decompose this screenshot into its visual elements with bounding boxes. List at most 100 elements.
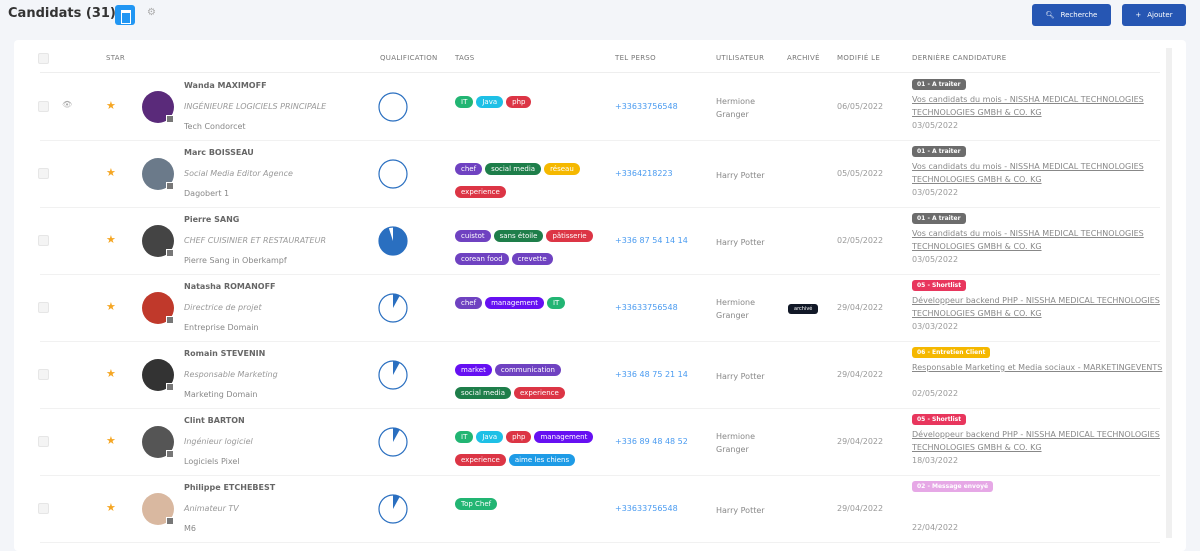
table-row[interactable]: 👁︎ ★ Wanda MAXIMOFF INGÉNIEURE LOGICIELS PR… bbox=[0, 74, 1200, 141]
table-row[interactable]: ★ Marc BOISSEAU Social Media Editor Agence… bbox=[0, 141, 1200, 208]
col-archive[interactable]: ARCHIVÉ bbox=[787, 54, 820, 62]
tag-badge[interactable]: IT bbox=[455, 96, 474, 108]
tag-badge[interactable]: php bbox=[506, 431, 532, 443]
tag-badge[interactable]: IT bbox=[455, 431, 474, 443]
table-row[interactable]: ★ Natasha ROMANOFF Directrice de projet Ent… bbox=[0, 275, 1200, 342]
tag-badge[interactable]: market bbox=[455, 364, 492, 376]
tag-badge[interactable]: sans étoile bbox=[493, 230, 544, 242]
application-link[interactable]: Développeur backend PHP - NISSHA MEDICAL… bbox=[912, 296, 1160, 318]
tag-badge[interactable]: chef bbox=[455, 163, 483, 175]
tag-badge[interactable]: experience bbox=[455, 186, 506, 198]
candidate-name[interactable]: Wanda MAXIMOFF bbox=[184, 81, 267, 90]
phone-link[interactable]: +33633756548 bbox=[615, 102, 678, 111]
application-link[interactable]: Vos candidats du mois - NISSHA MEDICAL T… bbox=[912, 229, 1144, 251]
star-icon[interactable]: ★ bbox=[106, 99, 116, 112]
col-tel[interactable]: TEL PERSO bbox=[615, 54, 656, 62]
tag-badge[interactable]: experience bbox=[455, 454, 506, 466]
linkedin-icon[interactable] bbox=[166, 316, 174, 324]
application-link[interactable]: Développeur backend PHP - NISSHA MEDICAL… bbox=[912, 430, 1160, 452]
linkedin-icon[interactable] bbox=[166, 450, 174, 458]
tag-badge[interactable]: management bbox=[485, 297, 544, 309]
phone-link[interactable]: +336 89 48 48 52 bbox=[615, 437, 688, 446]
col-last-application[interactable]: DERNIÈRE CANDIDATURE bbox=[912, 54, 1007, 62]
phone-link[interactable]: +3364218223 bbox=[615, 169, 673, 178]
row-checkbox[interactable] bbox=[38, 168, 49, 179]
application-link[interactable]: Responsable Marketing et Media sociaux -… bbox=[912, 363, 1163, 372]
tag-badge[interactable]: experience bbox=[514, 387, 565, 399]
phone-link[interactable]: +33633756548 bbox=[615, 303, 678, 312]
tag-badge[interactable]: Java bbox=[476, 96, 504, 108]
list-view-toggle[interactable] bbox=[115, 5, 135, 25]
modified-date: 29/04/2022 bbox=[837, 303, 884, 312]
row-checkbox[interactable] bbox=[38, 101, 49, 112]
tag-badge[interactable]: management bbox=[534, 431, 594, 443]
linkedin-icon[interactable] bbox=[166, 249, 174, 257]
eye-icon[interactable]: 👁︎ bbox=[62, 100, 73, 109]
gear-icon[interactable]: ⚙ bbox=[147, 7, 156, 18]
star-icon[interactable]: ★ bbox=[106, 367, 116, 380]
search-button-label: Recherche bbox=[1060, 11, 1098, 19]
linkedin-icon[interactable] bbox=[166, 517, 174, 525]
row-checkbox[interactable] bbox=[38, 503, 49, 514]
candidate-name[interactable]: Philippe ETCHEBEST bbox=[184, 483, 276, 492]
row-checkbox[interactable] bbox=[38, 235, 49, 246]
row-divider bbox=[40, 207, 1160, 208]
star-icon[interactable]: ★ bbox=[106, 166, 116, 179]
tag-badge[interactable]: communication bbox=[494, 364, 561, 376]
qualification-fill bbox=[393, 495, 400, 509]
assigned-user: Hermione Granger bbox=[716, 97, 755, 119]
tag-badge[interactable]: social media bbox=[485, 163, 542, 175]
modified-date: 06/05/2022 bbox=[837, 102, 884, 111]
phone-link[interactable]: +336 48 75 21 14 bbox=[615, 370, 688, 379]
col-modified[interactable]: MODIFIÉ LE bbox=[837, 54, 881, 62]
row-checkbox[interactable] bbox=[38, 369, 49, 380]
select-all-checkbox[interactable] bbox=[38, 53, 49, 64]
plus-icon: + bbox=[1135, 11, 1142, 19]
scrollbar[interactable] bbox=[1166, 48, 1172, 538]
application-link[interactable]: Vos candidats du mois - NISSHA MEDICAL T… bbox=[912, 162, 1144, 184]
table-row[interactable]: ★ Philippe ETCHEBEST Animateur TV M6 Top Che… bbox=[0, 476, 1200, 543]
application-link[interactable]: Vos candidats du mois - NISSHA MEDICAL T… bbox=[912, 95, 1144, 117]
tag-badge[interactable]: Java bbox=[476, 431, 504, 443]
col-tags[interactable]: TAGS bbox=[455, 54, 475, 62]
linkedin-icon[interactable] bbox=[166, 383, 174, 391]
col-qualification[interactable]: QUALIFICATION bbox=[380, 54, 438, 62]
tag-badge[interactable]: chef bbox=[455, 297, 483, 309]
candidate-name[interactable]: Marc BOISSEAU bbox=[184, 148, 254, 157]
tag-badge[interactable]: pâtisserie bbox=[546, 230, 593, 242]
table-row[interactable]: ★ Clint BARTON Ingénieur logiciel Logiciels… bbox=[0, 409, 1200, 476]
stage-badge: 01 - A traiter bbox=[912, 79, 966, 90]
tag-badge[interactable]: réseau bbox=[544, 163, 580, 175]
candidate-name[interactable]: Pierre SANG bbox=[184, 215, 240, 224]
phone-link[interactable]: +336 87 54 14 14 bbox=[615, 236, 688, 245]
tag-badge[interactable]: social media bbox=[455, 387, 511, 399]
phone-link[interactable]: +33633756548 bbox=[615, 504, 678, 513]
search-button[interactable]: 🔍︎ Recherche bbox=[1032, 4, 1111, 26]
star-icon[interactable]: ★ bbox=[106, 501, 116, 514]
table-row[interactable]: ★ Pierre SANG CHEF CUISINIER ET RESTAURATE… bbox=[0, 208, 1200, 275]
tag-badge[interactable]: php bbox=[506, 96, 532, 108]
star-icon[interactable]: ★ bbox=[106, 300, 116, 313]
candidate-name[interactable]: Romain STEVENIN bbox=[184, 349, 266, 358]
linkedin-icon[interactable] bbox=[166, 115, 174, 123]
candidate-name[interactable]: Clint BARTON bbox=[184, 416, 245, 425]
row-checkbox[interactable] bbox=[38, 436, 49, 447]
tag-badge[interactable]: crevette bbox=[511, 253, 553, 265]
linkedin-icon[interactable] bbox=[166, 182, 174, 190]
tag-badge[interactable]: cuistot bbox=[455, 230, 491, 242]
star-icon[interactable]: ★ bbox=[106, 434, 116, 447]
add-button[interactable]: + Ajouter bbox=[1122, 4, 1186, 26]
application-date: 03/05/2022 bbox=[912, 188, 959, 197]
star-icon[interactable]: ★ bbox=[106, 233, 116, 246]
stage-badge: 05 - Shortlist bbox=[912, 280, 967, 291]
tag-badge[interactable]: IT bbox=[546, 297, 566, 309]
candidate-name[interactable]: Natasha ROMANOFF bbox=[184, 282, 276, 291]
tag-badge[interactable]: Top Chef bbox=[455, 498, 498, 510]
row-checkbox[interactable] bbox=[38, 302, 49, 313]
add-button-label: Ajouter bbox=[1147, 11, 1173, 19]
tag-badge[interactable]: corean food bbox=[455, 253, 509, 265]
table-row[interactable]: ★ Romain STEVENIN Responsable Marketing Mar… bbox=[0, 342, 1200, 409]
tag-badge[interactable]: aime les chiens bbox=[508, 454, 576, 466]
col-star[interactable]: STAR bbox=[106, 54, 126, 62]
col-user[interactable]: UTILISATEUR bbox=[716, 54, 765, 62]
